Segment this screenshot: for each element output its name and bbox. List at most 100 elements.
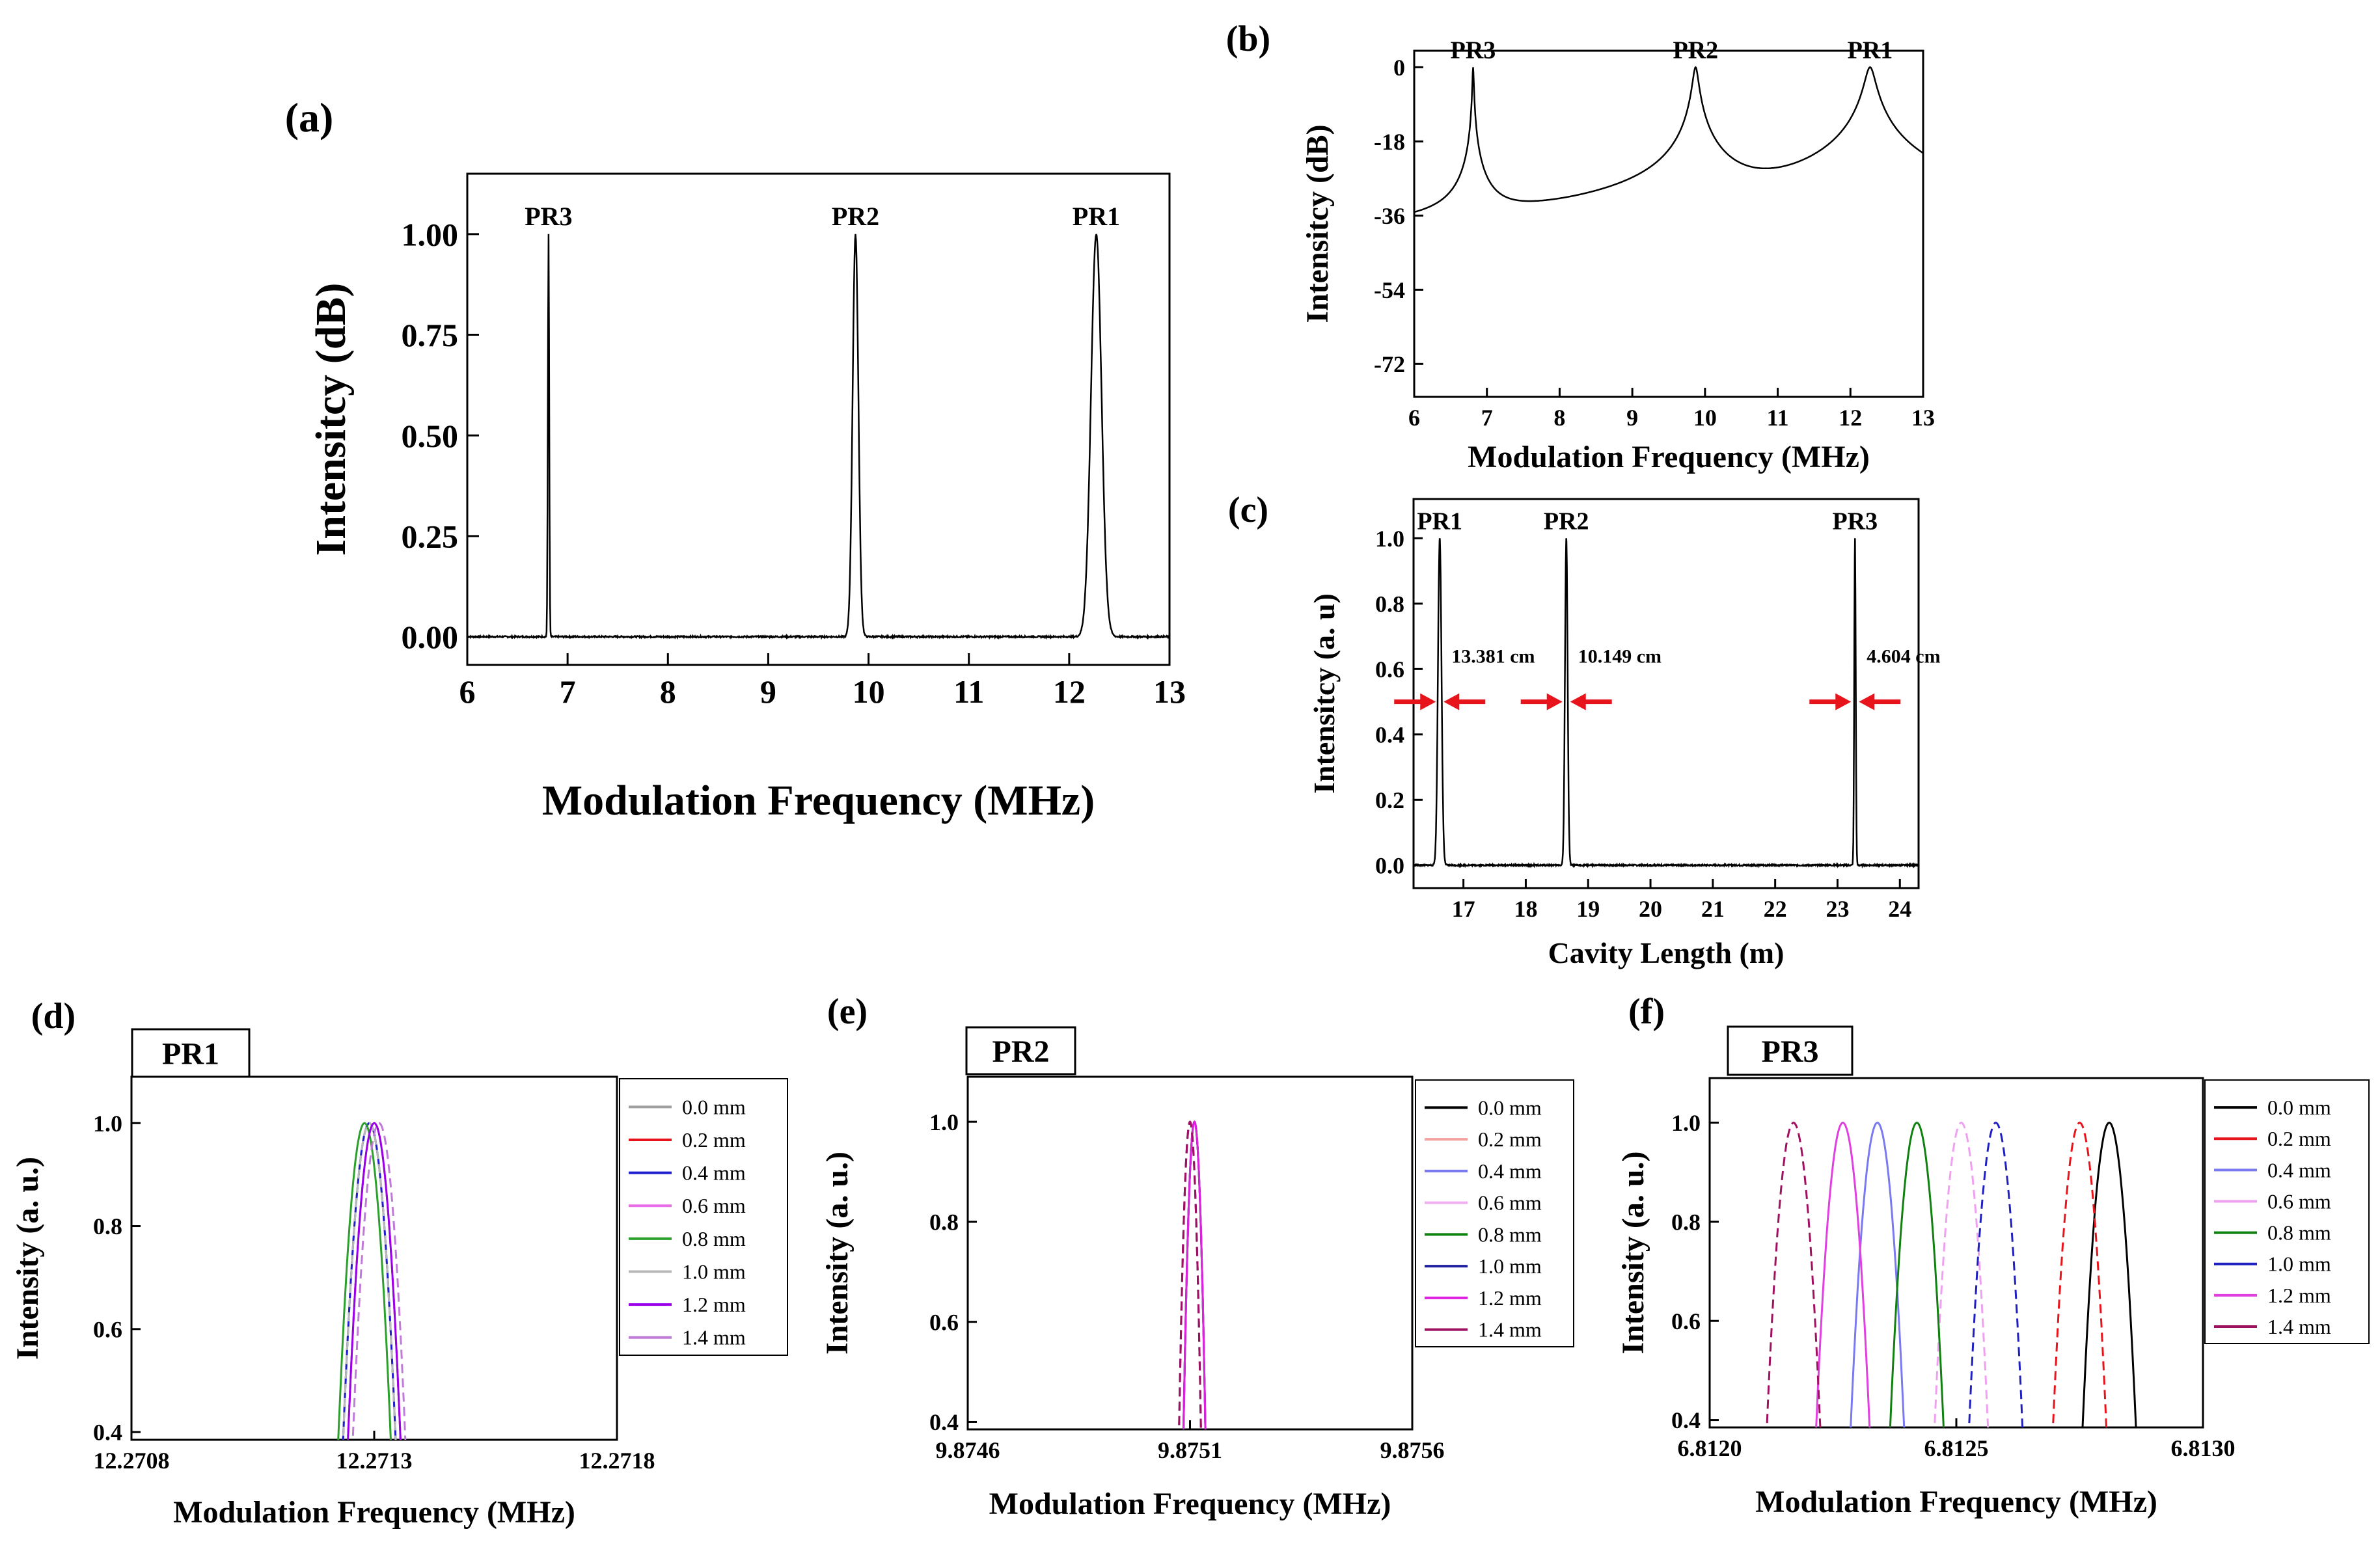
series-curve: [351, 1122, 407, 1440]
peak-label-pr1: PR1: [1073, 202, 1120, 231]
y-axis-title: Intensity (a. u.): [10, 1157, 45, 1360]
y-axis-title: Intensitcy (a. u): [1307, 593, 1341, 794]
peak-label-pr3: PR3: [1451, 36, 1496, 64]
x-tick-label: 12: [1053, 673, 1086, 710]
legend-label: 0.6 mm: [2267, 1189, 2331, 1213]
legend-label: 1.2 mm: [1478, 1286, 1542, 1310]
series-curve: [1934, 1122, 1990, 1427]
y-tick-label: 0.2: [1375, 787, 1404, 813]
legend-box: [2204, 1079, 2370, 1344]
x-tick-label: 9: [760, 673, 776, 710]
panel-title-box: [1727, 1025, 1853, 1076]
legend-label: 0.0 mm: [682, 1095, 746, 1118]
y-tick-label: 0.25: [402, 518, 459, 554]
spectrum-line: [1414, 538, 1919, 869]
fwhm-annotation: 4.604 cm: [1867, 645, 1940, 667]
peak-label-pr1: PR1: [1417, 507, 1462, 535]
spectrum-line: [467, 234, 1169, 640]
panel-letter: (d): [31, 996, 75, 1036]
series-curve: [1889, 1122, 1945, 1427]
panel-b: (b) 6 7 8 9 10 11 12 13 0 -18 -36 -54 -72 Modulation F…: [1226, 19, 1935, 474]
legend-label: 0.4 mm: [682, 1161, 746, 1185]
y-tick-label: 0.8: [1375, 591, 1404, 617]
panel-letter: (e): [827, 992, 868, 1032]
y-axis-title: Intensitcy (dB): [1300, 124, 1335, 323]
y-tick-label: 0.75: [402, 317, 459, 353]
peak-label-pr3: PR3: [525, 202, 572, 231]
arrow-left-head: [1420, 693, 1436, 710]
x-tick-label: 6: [1408, 405, 1420, 431]
x-axis-title: Modulation Frequency (MHz): [989, 1487, 1391, 1521]
y-tick-label: 0.4: [93, 1420, 122, 1446]
legend-label: 0.0 mm: [1478, 1096, 1542, 1119]
legend-label: 1.0 mm: [682, 1260, 746, 1283]
plot-frame: [1412, 498, 1920, 889]
y-tick-label: 0.0: [1375, 852, 1404, 878]
x-tick-label: 6: [459, 673, 476, 710]
x-tick-label: 12.2718: [579, 1448, 655, 1474]
series-curve: [2081, 1122, 2137, 1427]
legend-label: 0.4 mm: [2267, 1158, 2331, 1182]
y-tick-label: 0.8: [1671, 1209, 1701, 1235]
x-tick-label: 17: [1452, 896, 1475, 922]
x-tick-label: 6.8125: [1924, 1435, 1989, 1461]
peak-label-pr2: PR2: [1673, 36, 1719, 64]
x-tick-label: 22: [1764, 896, 1787, 922]
y-tick-label: 0.6: [1671, 1308, 1701, 1334]
panel-f: (f) 6.8120 6.8125 6.8130 0.4 0.6 0.8 1.0 Modulat…: [1616, 992, 2370, 1519]
panel-title: PR1: [162, 1037, 219, 1072]
legend-label: 1.2 mm: [2267, 1284, 2331, 1307]
legend-label: 1.4 mm: [1478, 1318, 1542, 1342]
x-tick-label: 23: [1826, 896, 1849, 922]
y-tick-label: -36: [1374, 203, 1405, 229]
panel-letter: (a): [285, 94, 334, 141]
arrow-left-head: [1835, 693, 1852, 710]
y-tick-label: 1.00: [402, 216, 459, 252]
panel-c: (c) 17 18 19 20 21 22 23 24 0.0 0.2 0.4 0.6 0.8 1.0 Cav…: [1228, 490, 1941, 969]
legend-label: 0.0 mm: [2267, 1096, 2331, 1119]
y-tick-label: 0.4: [1375, 722, 1404, 748]
y-tick-label: 0.00: [402, 619, 459, 655]
panel-a: (a) 6 7 8 9 10 11 12 13 0.00 0.25 0.50 0.75 1.00 Modul…: [285, 94, 1186, 824]
legend-label: 0.8 mm: [2267, 1221, 2331, 1245]
series-curve: [1178, 1120, 1202, 1429]
series-curve: [1968, 1122, 2024, 1427]
x-tick-label: 8: [1553, 405, 1565, 431]
x-tick-label: 9.8756: [1380, 1437, 1445, 1463]
y-tick-label: 1.0: [1375, 526, 1404, 552]
x-tick-label: 12.2713: [336, 1448, 413, 1474]
y-tick-label: 0: [1393, 55, 1405, 81]
x-tick-label: 9.8751: [1158, 1437, 1222, 1463]
panel-title-box: [131, 1028, 251, 1078]
x-tick-label: 9.8746: [936, 1437, 1000, 1463]
peak-label-pr3: PR3: [1832, 507, 1878, 535]
x-axis-title: Modulation Frequency (MHz): [1755, 1485, 2157, 1519]
legend-label: 1.0 mm: [2267, 1252, 2331, 1276]
series-curve: [1183, 1120, 1207, 1429]
legend-label: 0.6 mm: [1478, 1191, 1542, 1215]
series-curve: [1850, 1122, 1906, 1427]
panel-letter: (f): [1628, 992, 1665, 1032]
x-tick-label: 18: [1514, 896, 1537, 922]
series-curve: [1815, 1122, 1871, 1427]
legend-label: 0.6 mm: [682, 1194, 746, 1217]
x-tick-label: 11: [1767, 405, 1789, 431]
x-axis-title: Modulation Frequency (MHz): [173, 1495, 575, 1530]
y-axis-title: Intensity (a. u.): [820, 1152, 855, 1355]
y-tick-label: 0.6: [929, 1309, 959, 1335]
y-axis-title: Intensitcy (dB): [307, 283, 355, 556]
plot-frame: [466, 172, 1171, 666]
plot-frame: [1413, 49, 1924, 398]
x-tick-label: 6.8130: [2171, 1435, 2236, 1461]
legend-label: 1.4 mm: [682, 1326, 746, 1349]
y-tick-label: 1.0: [93, 1111, 122, 1137]
peak-label-pr1: PR1: [1848, 36, 1893, 64]
panel-title: PR2: [992, 1034, 1050, 1069]
x-axis-title: Modulation Frequency (MHz): [542, 777, 1095, 824]
panel-letter: (b): [1226, 19, 1270, 59]
arrow-right-head: [1859, 693, 1875, 710]
y-tick-label: 0.50: [402, 418, 459, 454]
y-tick-label: -54: [1374, 277, 1405, 303]
x-tick-label: 7: [560, 673, 576, 710]
panel-e: (e) 9.8746 9.8751 9.8756 0.4 0.6 0.8 1.0 Modulat…: [820, 992, 1574, 1521]
